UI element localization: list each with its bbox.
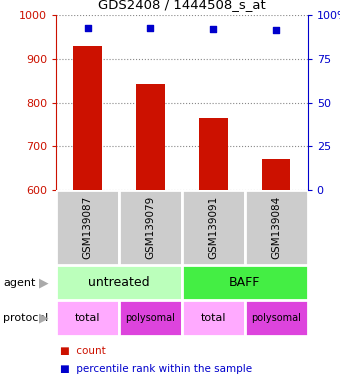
Bar	[199, 118, 227, 190]
Title: GDS2408 / 1444508_s_at: GDS2408 / 1444508_s_at	[98, 0, 266, 12]
Bar	[56, 265, 182, 300]
Bar	[245, 300, 308, 336]
Bar	[182, 300, 245, 336]
Text: GSM139091: GSM139091	[208, 196, 218, 259]
Text: polysomal: polysomal	[125, 313, 175, 323]
Text: BAFF: BAFF	[229, 276, 260, 289]
Bar	[182, 190, 245, 265]
Bar	[119, 300, 182, 336]
Text: agent: agent	[3, 278, 36, 288]
Text: total: total	[75, 313, 100, 323]
Bar	[182, 265, 308, 300]
Text: protocol: protocol	[3, 313, 49, 323]
Point	[210, 26, 216, 32]
Point	[273, 27, 279, 33]
Bar	[136, 84, 165, 190]
Bar	[119, 190, 182, 265]
Bar	[245, 190, 308, 265]
Point	[85, 25, 90, 31]
Text: GSM139087: GSM139087	[83, 196, 92, 259]
Text: ■  percentile rank within the sample: ■ percentile rank within the sample	[59, 364, 252, 374]
Text: GSM139084: GSM139084	[271, 196, 281, 259]
Point	[148, 25, 153, 31]
Text: total: total	[201, 313, 226, 323]
Text: GSM139079: GSM139079	[146, 196, 155, 259]
Bar	[56, 300, 119, 336]
Bar	[262, 159, 290, 190]
Bar	[73, 46, 102, 190]
Bar	[56, 190, 119, 265]
Text: ▶: ▶	[39, 276, 49, 289]
Text: ▶: ▶	[39, 311, 49, 324]
Text: polysomal: polysomal	[251, 313, 301, 323]
Text: untreated: untreated	[88, 276, 150, 289]
Text: ■  count: ■ count	[59, 346, 105, 356]
